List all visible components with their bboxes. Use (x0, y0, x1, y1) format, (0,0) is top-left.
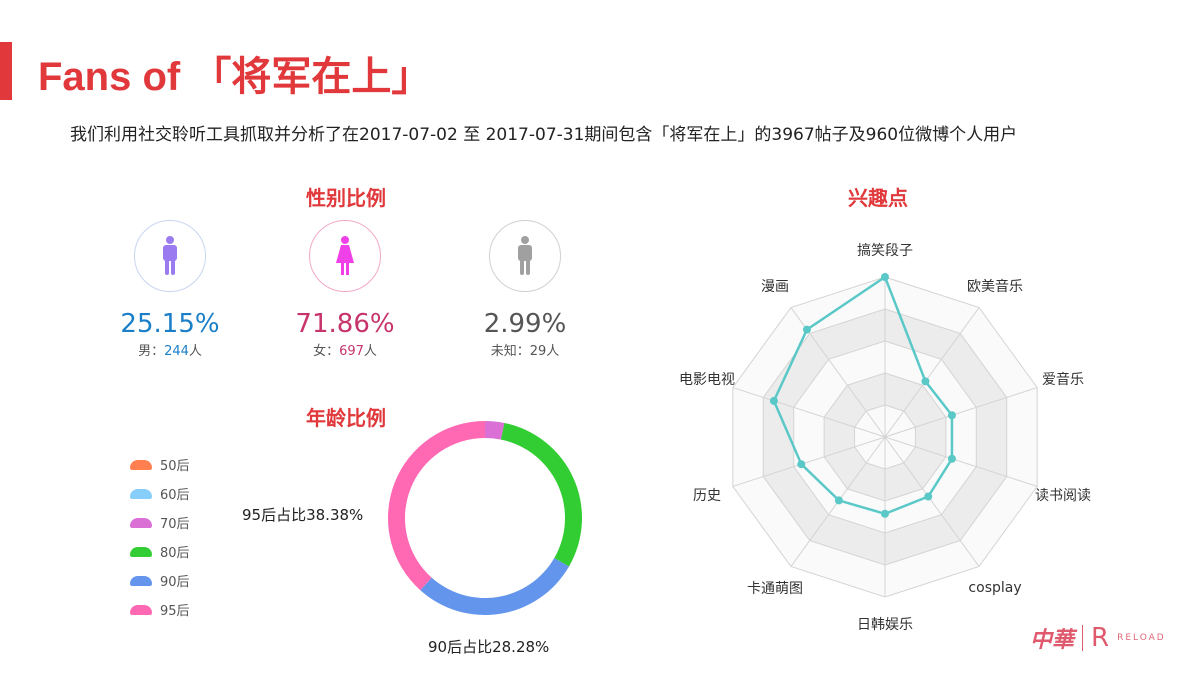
gender-title: 性别比例 (306, 186, 386, 210)
unknown-person-icon (518, 236, 532, 275)
female-icon-circle (309, 220, 381, 292)
radar-axis-label: 读书阅读 (1035, 487, 1092, 504)
gender-percent: 2.99% (483, 309, 567, 339)
age-legend: 50后 60后 70后 80后 90后 95后 (130, 450, 190, 624)
age-title: 年龄比例 (306, 406, 386, 430)
donut-slice-70后[interactable] (485, 421, 505, 440)
female-icon (336, 236, 354, 275)
radar-axis-label: 搞笑段子 (857, 242, 913, 259)
radar-point-卡通萌图[interactable] (834, 496, 843, 505)
legend-label: 50后 (160, 459, 190, 474)
gender-count: 女：697人 (313, 344, 377, 359)
radar-axis (884, 436, 1038, 487)
radar-point-读书阅读[interactable] (947, 454, 956, 463)
legend-swatch-icon (130, 488, 152, 499)
radar-axis-label: 漫画 (760, 278, 789, 295)
page-title: Fans of 「将军在上」 (38, 55, 432, 99)
legend-label: 60后 (160, 488, 190, 503)
gender-count: 男：244人 (138, 344, 202, 359)
gender-item: 2.99% 未知：29人 (455, 220, 595, 359)
radar-axis (884, 436, 980, 567)
radar-axis-label: 爱音乐 (1042, 372, 1085, 389)
legend-swatch-icon (130, 575, 152, 586)
radar-axis-label: 欧美音乐 (967, 278, 1024, 295)
gender-item: 25.15% 男：244人 (100, 220, 240, 359)
logo: 中華 R RELOAD (1030, 623, 1166, 653)
radar-point-漫画[interactable] (802, 325, 811, 334)
label-90: 90后占比28.28% (428, 638, 550, 656)
label-95: 95后占比38.38% (242, 506, 364, 524)
gender-percent: 25.15% (120, 309, 220, 339)
gender-percent: 71.86% (295, 309, 395, 339)
legend-label: 90后 (160, 575, 190, 590)
radar-point-历史[interactable] (797, 460, 806, 469)
legend-swatch-icon (130, 459, 152, 470)
male-icon (163, 236, 177, 275)
legend-label: 70后 (160, 517, 190, 532)
title-accent-bar (0, 42, 12, 100)
legend-item[interactable]: 70后 (130, 508, 190, 537)
legend-item[interactable]: 90后 (130, 566, 190, 595)
legend-swatch-icon (130, 546, 152, 557)
radar-point-日韩娱乐[interactable] (881, 509, 889, 518)
radar-axis-label: cosplay (968, 580, 1022, 597)
legend-swatch-icon (130, 604, 152, 615)
donut-slice-90后[interactable] (420, 558, 569, 615)
reload-logo: RELOAD (1117, 633, 1166, 643)
donut-slice-80后[interactable] (500, 422, 582, 567)
radar-axis (732, 387, 886, 438)
gender-item: 71.86% 女：697人 (275, 220, 415, 359)
radar-axis (732, 436, 886, 487)
age-donut-chart (388, 421, 582, 615)
radar-axis-label: 日韩娱乐 (857, 617, 913, 634)
legend-label: 95后 (160, 604, 190, 619)
legend-item[interactable]: 60后 (130, 479, 190, 508)
radar-point-欧美音乐[interactable] (921, 377, 930, 386)
radar-axis-label: 卡通萌图 (746, 581, 803, 598)
logo-divider (1082, 625, 1084, 651)
male-icon-circle (134, 220, 206, 292)
legend-label: 80后 (160, 546, 190, 561)
radar-point-cosplay[interactable] (924, 492, 933, 501)
legend-item[interactable]: 50后 (130, 450, 190, 479)
interest-title: 兴趣点 (848, 186, 908, 210)
radar-point-搞笑段子[interactable] (881, 273, 889, 281)
legend-item[interactable]: 95后 (130, 595, 190, 624)
radar-point-电影电视[interactable] (769, 396, 778, 405)
radar-axis-label: 历史 (692, 487, 721, 504)
radar-axis (884, 307, 980, 438)
unknown-person-icon-circle (489, 220, 561, 292)
radar-point-爱音乐[interactable] (947, 411, 956, 420)
page-subtitle: 我们利用社交聆听工具抓取并分析了在2017-07-02 至 2017-07-31… (70, 125, 1018, 145)
legend-swatch-icon (130, 517, 152, 528)
legend-item[interactable]: 80后 (130, 537, 190, 566)
gender-count: 未知：29人 (490, 344, 560, 359)
zhonghua-logo: 中華 (1030, 628, 1075, 653)
radar-axis (884, 387, 1038, 438)
radar-axis-label: 电影电视 (678, 372, 735, 389)
donut-slice-95后[interactable] (388, 421, 485, 591)
